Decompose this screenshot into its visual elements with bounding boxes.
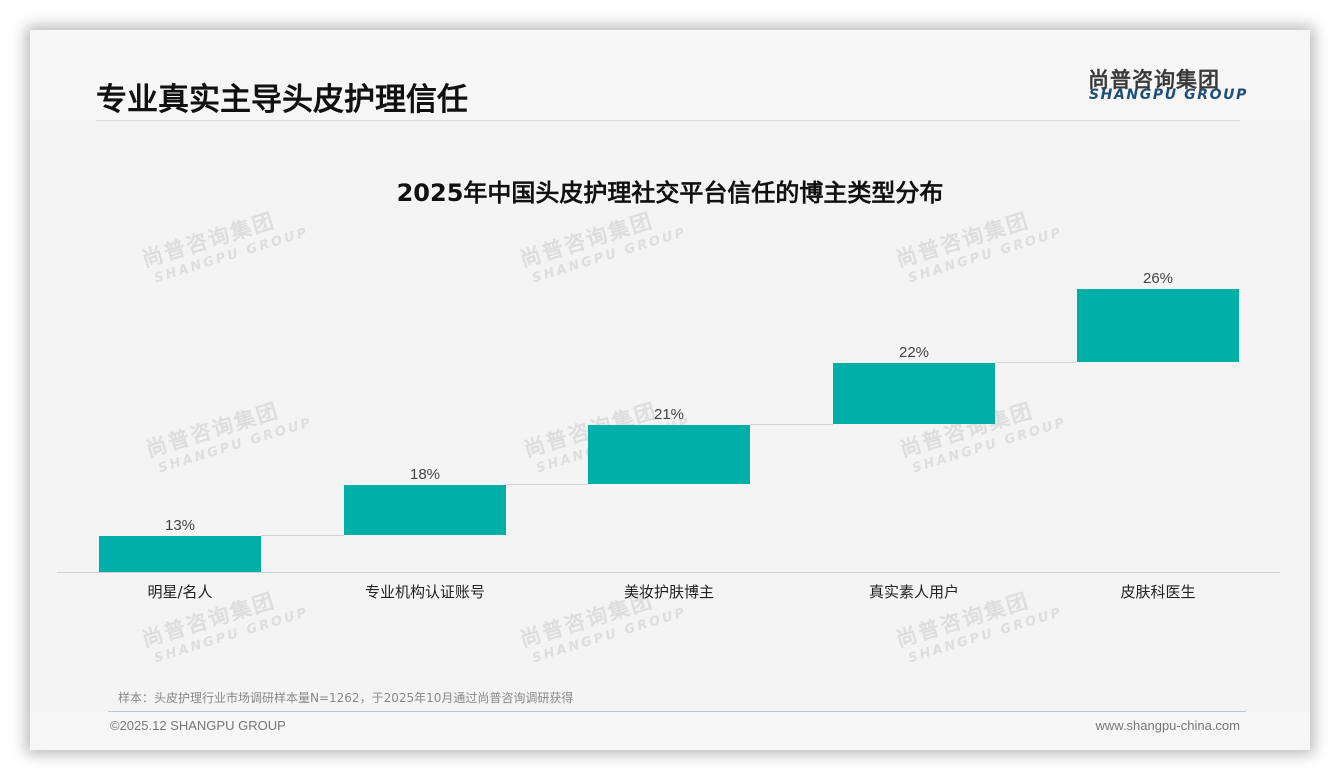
footer-divider (108, 711, 1246, 712)
bar-celebrity (99, 536, 261, 572)
connector-line (506, 484, 588, 485)
website-link[interactable]: www.shangpu-china.com (1095, 718, 1240, 733)
bar-dermatologist (1077, 289, 1239, 362)
category-label: 真实素人用户 (868, 583, 959, 601)
value-label: 18% (409, 466, 441, 483)
category-label: 明星/名人 (147, 583, 213, 601)
value-label: 13% (164, 517, 196, 534)
slide: 专业真实主导头皮护理信任 尚普咨询集团 SHANGPU GROUP 尚普咨询集团… (30, 30, 1310, 750)
x-axis-line (57, 572, 1280, 573)
logo-english: SHANGPU GROUP (1089, 87, 1248, 103)
bar-real-user (833, 363, 995, 424)
category-label: 美妆护肤博主 (623, 583, 714, 601)
copyright: ©2025.12 SHANGPU GROUP (110, 718, 286, 733)
page-title: 专业真实主导头皮护理信任 (96, 82, 468, 118)
title-divider (96, 120, 1240, 121)
value-label: 26% (1142, 270, 1174, 287)
header-band (30, 30, 1310, 120)
connector-line (995, 362, 1077, 363)
category-label: 皮肤科医生 (1120, 583, 1196, 601)
connector-line (750, 424, 833, 425)
logo-chinese: 尚普咨询集团 (1088, 68, 1220, 92)
footer-band (30, 712, 1310, 750)
connector-line (261, 535, 344, 536)
category-label: 专业机构认证账号 (364, 583, 485, 601)
bar-beauty-blogger (588, 425, 750, 484)
bar-certified-institution (344, 485, 506, 535)
value-label: 21% (653, 406, 685, 423)
value-label: 22% (898, 344, 930, 361)
chart-title: 2025年中国头皮护理社交平台信任的博主类型分布 (396, 179, 944, 207)
sample-note: 样本：头皮护理行业市场调研样本量N=1262，于2025年10月通过尚普咨询调研… (118, 691, 574, 705)
